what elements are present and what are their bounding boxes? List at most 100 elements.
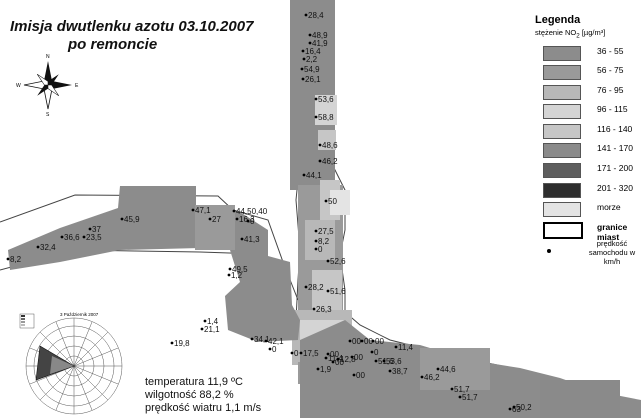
legend-class-swatch <box>543 45 581 61</box>
measure-point-dot <box>336 357 340 361</box>
measure-point-label: 2,2 <box>306 55 318 64</box>
map-title-line1: Imisja dwutlenku azotu 03.10.2007 <box>10 18 254 35</box>
measure-point-label: 46,2 <box>322 157 338 166</box>
legend-speed-label-2: samochodu w km/h <box>588 248 636 267</box>
legend-class-row: 116 - 140 <box>531 122 641 142</box>
measure-point-dot <box>268 347 272 351</box>
measure-point-label: 11,4 <box>328 354 344 363</box>
measure-point-label: 0 <box>272 345 277 354</box>
measure-point-dot <box>324 356 328 360</box>
legend-class-label: 96 - 115 <box>597 104 628 115</box>
weather-wind: prędkość wiatru 1,1 m/s <box>145 402 262 414</box>
legend-border-swatch <box>543 221 583 239</box>
measure-point-dot <box>264 339 268 343</box>
measure-point-label: 45,9 <box>124 215 140 224</box>
measure-point-label: 21,1 <box>204 325 220 334</box>
measure-point-label: 51,6 <box>378 357 394 366</box>
measure-point-dot <box>304 285 308 289</box>
measure-point-dot <box>318 143 322 147</box>
legend-class-row: 36 - 55 <box>531 44 641 64</box>
legend-class-swatch <box>543 182 581 198</box>
measure-point-label: 0 <box>374 348 379 357</box>
measure-point-dot <box>326 352 330 356</box>
measure-point-dot <box>314 115 318 119</box>
weather-temp-unit: ºC <box>231 376 243 388</box>
map-title-line2: po remoncie <box>68 36 158 53</box>
measure-point-label: 53,6 <box>318 95 334 104</box>
measure-point-dot <box>60 235 64 239</box>
measure-point-dot <box>312 307 316 311</box>
measure-point-dot <box>232 209 236 213</box>
measure-point-dot <box>228 267 232 271</box>
measure-point-label: 17,5 <box>303 349 319 358</box>
measure-point-label: 16,4 <box>305 47 321 56</box>
measure-point-label: 44,6 <box>440 365 456 374</box>
measure-point-dot <box>420 375 424 379</box>
legend-class-label: 56 - 75 <box>597 65 624 76</box>
measure-point-label: 1,2 <box>231 271 243 280</box>
measure-point-label: 37 <box>92 225 101 234</box>
legend-class-label: 116 - 140 <box>597 123 633 134</box>
measure-point-dot <box>512 405 516 409</box>
weather-info: temperatura 11,9 ºC wilgotność 88,2 % pr… <box>145 376 261 415</box>
measure-point-dot <box>6 257 10 261</box>
legend-class-swatch <box>543 65 581 81</box>
legend-class-row: 201 - 320 <box>531 181 641 201</box>
legend-class-row: 141 - 170 <box>531 141 641 161</box>
measure-point-dot <box>301 49 305 53</box>
measure-point-label: 0 <box>294 349 299 358</box>
measure-point-dot <box>318 159 322 163</box>
measure-point-dot <box>302 57 306 61</box>
measure-point-dot <box>246 219 250 223</box>
measure-point-dot <box>191 208 195 212</box>
measure-point-dot <box>300 67 304 71</box>
compass-w: W <box>16 83 21 89</box>
compass-rose: N S E W <box>16 54 79 118</box>
measure-point-label: 28,2 <box>308 283 324 292</box>
measure-point-label: 0 <box>250 217 255 226</box>
measure-point-label: 8,2 <box>10 255 22 264</box>
measure-point-label: 23,5 <box>86 233 102 242</box>
measure-point-label: 54,9 <box>304 65 320 74</box>
measure-point-dot <box>200 327 204 331</box>
measure-point-label: 47,1 <box>195 206 211 215</box>
legend-class-label: 76 - 95 <box>597 84 624 95</box>
measure-point-dot <box>299 351 303 355</box>
legend-sea-label: morze <box>597 202 621 213</box>
measure-point-label: 26,1 <box>305 75 321 84</box>
legend-border-row: granice miast <box>531 220 641 242</box>
measure-point-dot <box>227 273 231 277</box>
legend-class-row: 171 - 200 <box>531 161 641 181</box>
measure-point-label: 00 <box>352 337 361 346</box>
measure-point-label: 00 <box>364 337 373 346</box>
legend-classes: 36 - 55 56 - 75 76 - 95 96 - 115 116 - 140 14… <box>531 44 641 201</box>
compass-s: S <box>46 112 50 118</box>
legend-subtitle-prefix: stężenie NO <box>535 28 577 37</box>
measure-point-dot <box>371 339 375 343</box>
measure-point-dot <box>508 407 512 411</box>
measure-point-label: 50,2 <box>516 403 532 412</box>
measure-point-dot <box>290 351 294 355</box>
legend-class-row: 76 - 95 <box>531 83 641 103</box>
measure-point-dot <box>326 289 330 293</box>
legend-sea-swatch <box>543 202 581 218</box>
measure-point-label: 50 <box>328 197 337 206</box>
measure-point-dot <box>374 359 378 363</box>
map-title: Imisja dwutlenku azotu 03.10.2007 po rem… <box>10 18 253 54</box>
measure-point-dot <box>82 235 86 239</box>
measure-point-label: 1,9 <box>320 365 332 374</box>
measure-point-label: 27 <box>212 215 221 224</box>
measure-point-label: 8,2 <box>318 237 330 246</box>
measure-point-label: 00 <box>335 358 344 367</box>
wind-rose: 3 Październik 2007 <box>19 312 123 415</box>
measure-point-dot <box>436 367 440 371</box>
measure-point-dot <box>370 350 374 354</box>
measure-point-label: 63 <box>512 405 521 414</box>
measure-point-label: 44,50,40 <box>236 207 268 216</box>
compass-e: E <box>75 83 79 89</box>
legend-class-swatch <box>543 104 581 120</box>
measure-point-dot <box>326 259 330 263</box>
measure-point-dot <box>360 339 364 343</box>
measure-point-label: 52,6 <box>330 257 346 266</box>
